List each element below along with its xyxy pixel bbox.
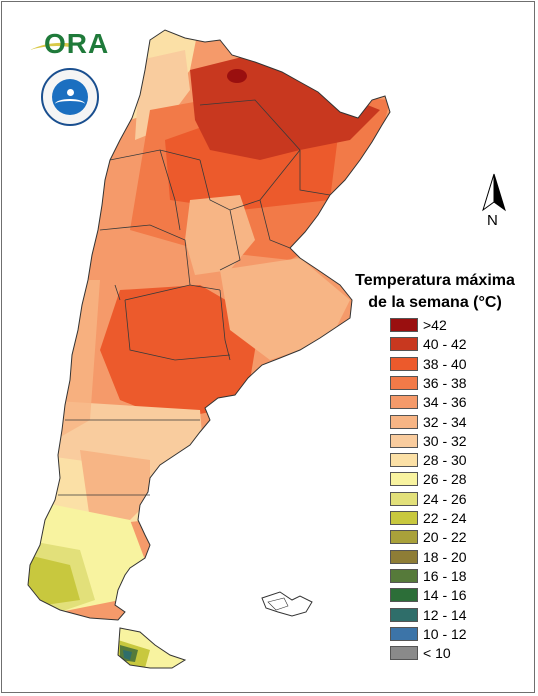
legend-item: 26 - 28 bbox=[390, 471, 530, 489]
legend-swatch bbox=[390, 626, 418, 641]
legend-swatch bbox=[390, 588, 418, 603]
legend-label: 18 - 20 bbox=[423, 548, 467, 565]
legend-swatch bbox=[390, 318, 418, 332]
province-borders bbox=[58, 99, 331, 496]
legend-label: >42 bbox=[423, 317, 447, 333]
legend-label: 30 - 32 bbox=[423, 432, 467, 449]
argentina-outline bbox=[27, 29, 391, 621]
north-arrow-icon bbox=[482, 173, 506, 212]
legend-swatch bbox=[390, 395, 418, 410]
legend-item: 36 - 38 bbox=[390, 375, 530, 393]
malvinas-detail bbox=[267, 597, 289, 611]
legend-item: 34 - 36 bbox=[390, 394, 530, 412]
legend-swatch bbox=[390, 337, 418, 352]
smn-wave-icon bbox=[55, 99, 85, 109]
ora-swoosh-icon bbox=[30, 42, 75, 50]
legend-item: 14 - 16 bbox=[390, 587, 530, 605]
legend-item: 32 - 34 bbox=[390, 414, 530, 432]
legend-swatch bbox=[390, 549, 418, 564]
legend-swatch bbox=[390, 530, 418, 545]
north-label: N bbox=[487, 212, 498, 229]
legend-swatch bbox=[390, 414, 418, 429]
legend-label: 12 - 14 bbox=[423, 606, 467, 623]
legend-item: 16 - 18 bbox=[390, 568, 530, 586]
legend-swatch bbox=[390, 607, 418, 622]
legend-label: < 10 bbox=[423, 645, 451, 662]
legend-label: 36 - 38 bbox=[423, 374, 467, 391]
legend-item: 24 - 26 bbox=[390, 491, 530, 509]
ora-logo: ORA bbox=[30, 26, 110, 60]
north-arrow: N bbox=[477, 172, 517, 232]
legend-label: 38 - 40 bbox=[423, 355, 467, 372]
legend-title-line1: Temperatura máxima bbox=[355, 272, 515, 289]
legend-swatch bbox=[390, 375, 418, 390]
legend-swatch bbox=[390, 433, 418, 448]
legend-swatch bbox=[390, 511, 418, 525]
legend-label: 22 - 24 bbox=[423, 510, 467, 526]
legend-label: 28 - 30 bbox=[423, 452, 467, 469]
legend-item: 20 - 22 bbox=[390, 529, 530, 547]
legend-item: 30 - 32 bbox=[390, 433, 530, 451]
legend-title-line2: de la semana (°C) bbox=[368, 294, 502, 311]
legend-label: 16 - 18 bbox=[423, 567, 467, 584]
legend-label: 34 - 36 bbox=[423, 394, 467, 411]
legend-label: 32 - 34 bbox=[423, 413, 467, 430]
legend-label: 14 - 16 bbox=[423, 587, 467, 604]
legend-swatch bbox=[390, 453, 418, 468]
legend-item: 12 - 14 bbox=[390, 607, 530, 625]
legend-label: 24 - 26 bbox=[423, 490, 467, 507]
legend-item: 38 - 40 bbox=[390, 356, 530, 374]
smn-seal-inner bbox=[52, 79, 88, 115]
legend-label: 10 - 12 bbox=[423, 625, 467, 642]
smn-seal-logo bbox=[41, 68, 99, 126]
legend-swatch bbox=[390, 356, 418, 371]
legend-title: Temperatura máxima de la semana (°C) bbox=[336, 270, 534, 314]
legend-swatch bbox=[390, 491, 418, 506]
legend-item: 22 - 24 bbox=[390, 510, 530, 528]
legend-swatch bbox=[390, 568, 418, 583]
legend-label: 20 - 22 bbox=[423, 529, 467, 546]
legend-item: 40 - 42 bbox=[390, 336, 530, 354]
ora-logo-text: ORA bbox=[44, 28, 110, 59]
tierra-del-fuego-outline bbox=[117, 627, 187, 669]
legend-item: 10 - 12 bbox=[390, 626, 530, 644]
legend-item: < 10 bbox=[390, 645, 530, 663]
legend-item: 28 - 30 bbox=[390, 452, 530, 470]
smn-sun-icon bbox=[67, 89, 74, 96]
legend-label: 40 - 42 bbox=[423, 336, 467, 353]
legend-label: 26 - 28 bbox=[423, 471, 467, 488]
legend-swatch bbox=[390, 472, 418, 487]
legend-item: >42 bbox=[390, 317, 530, 335]
legend-item: 18 - 20 bbox=[390, 549, 530, 567]
legend-swatch bbox=[390, 646, 418, 661]
